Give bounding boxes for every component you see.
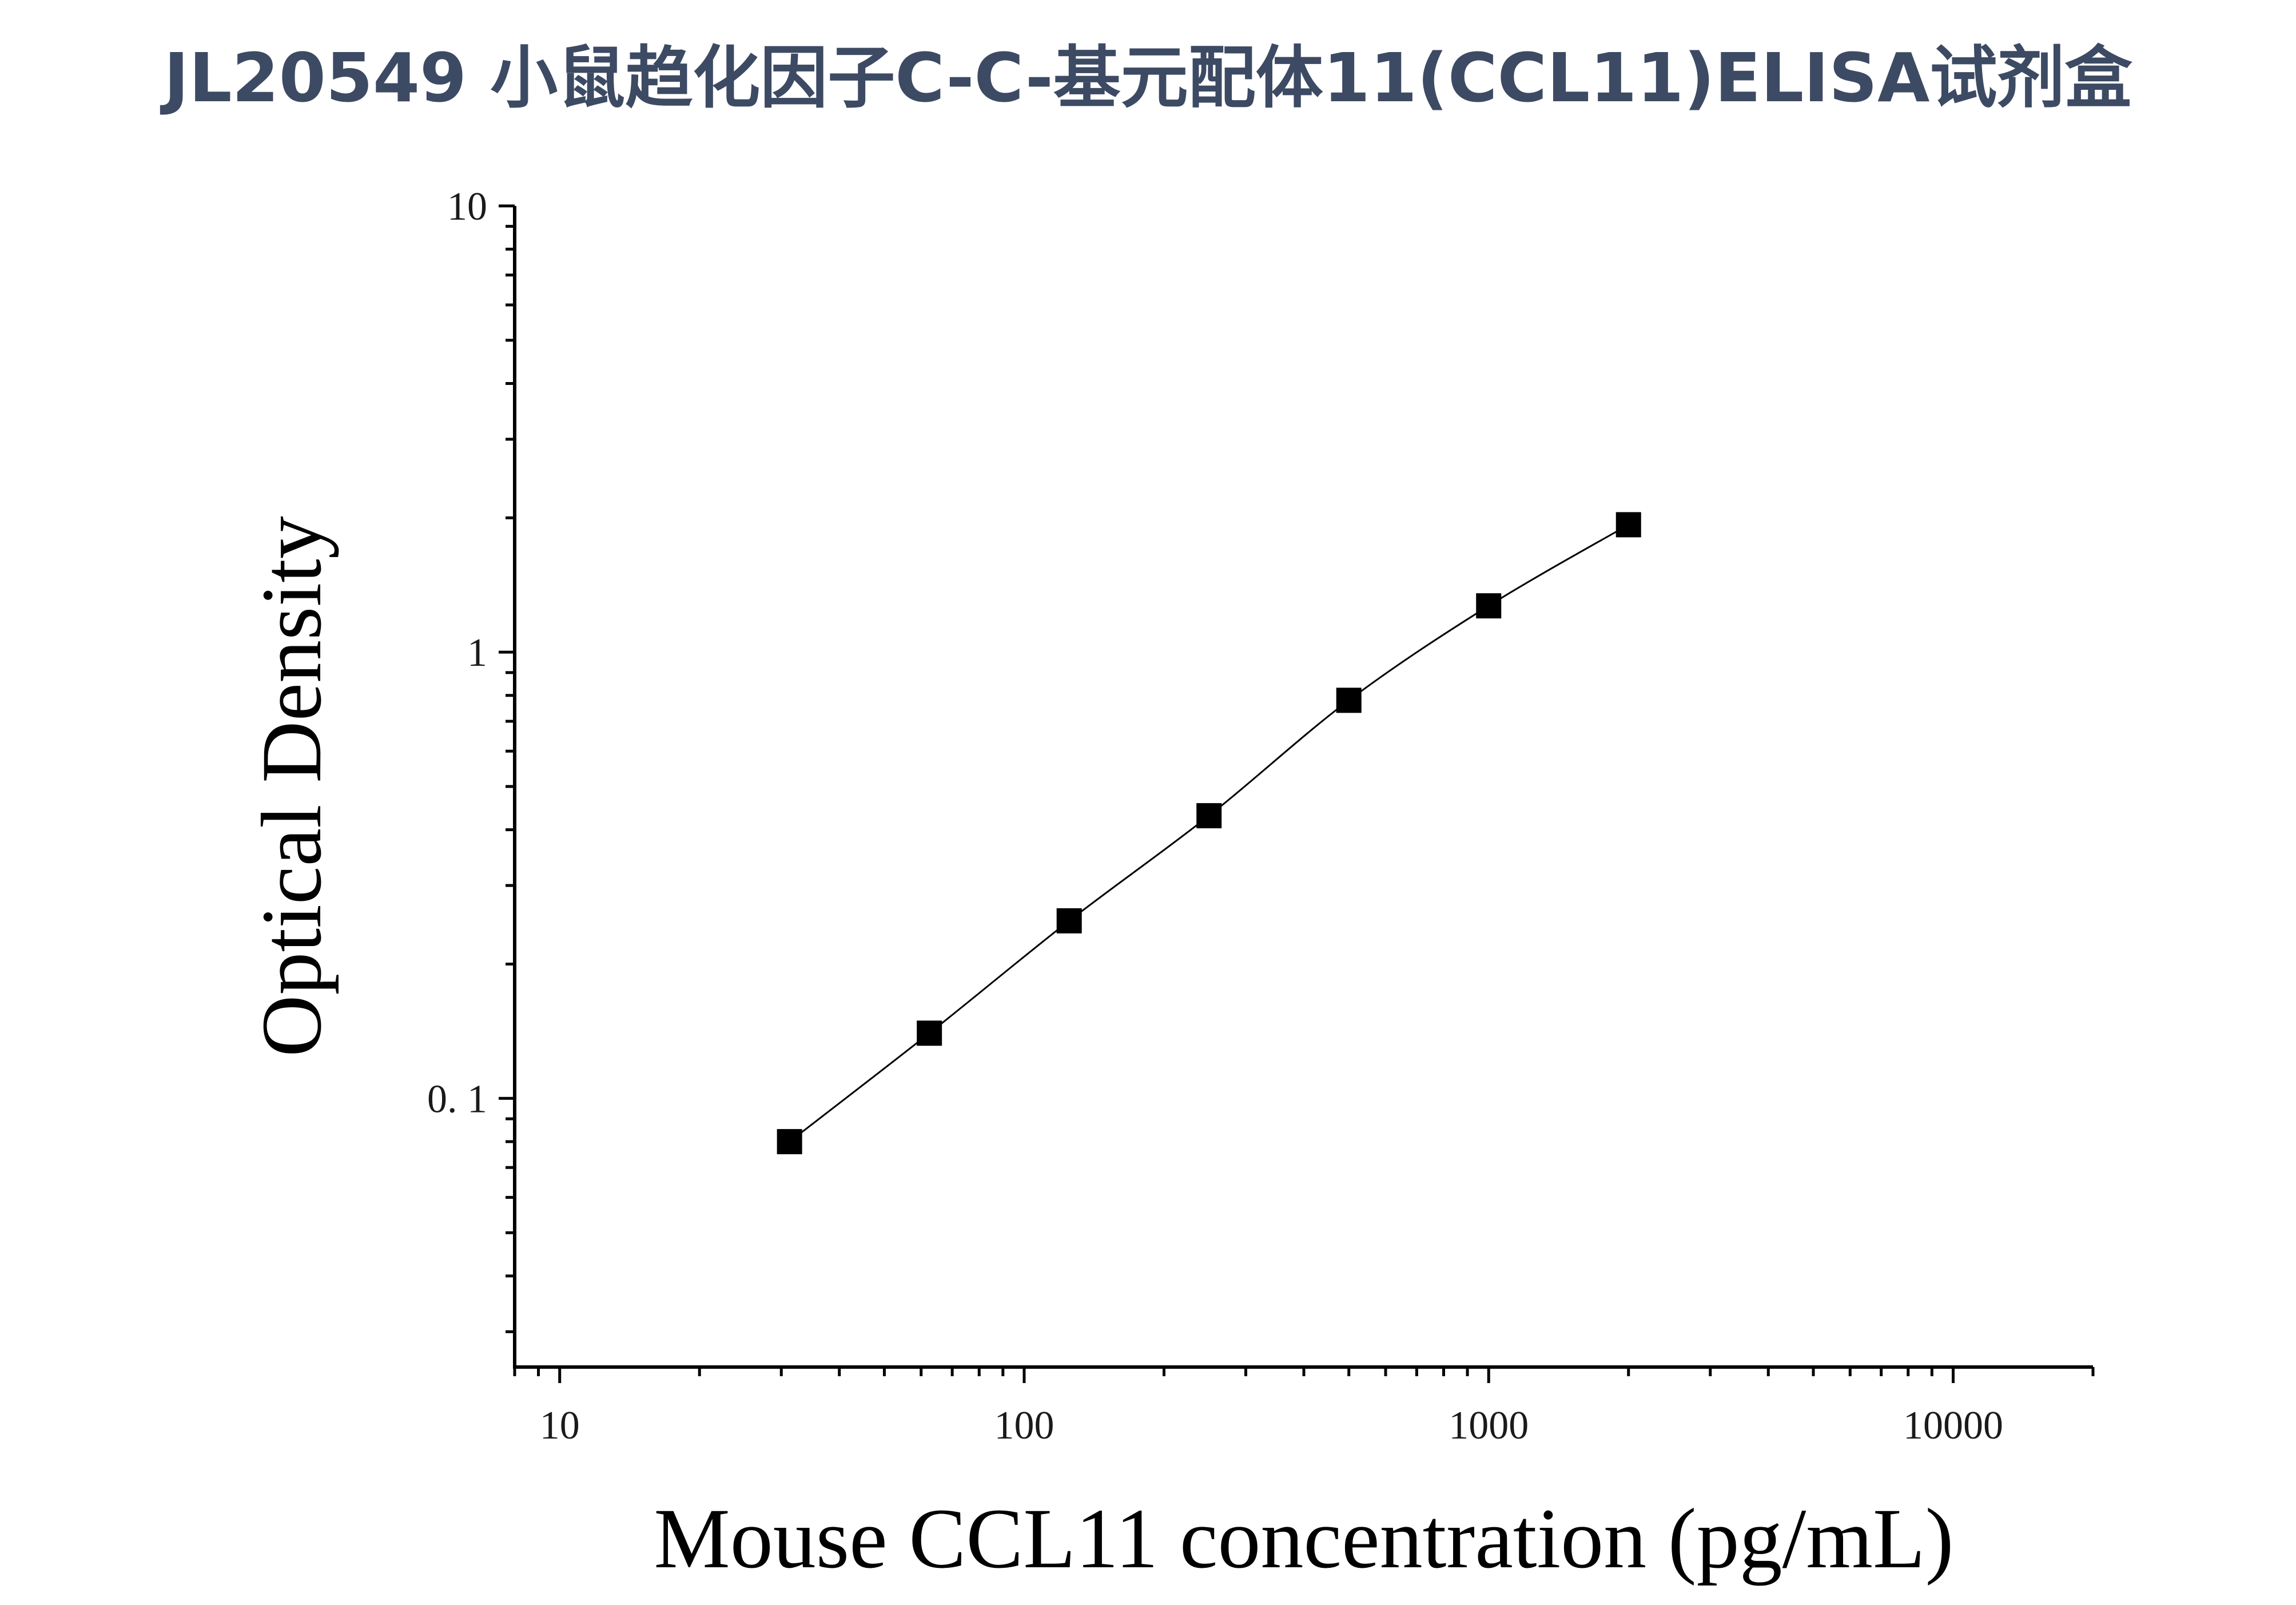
data-point xyxy=(917,1020,942,1046)
data-point xyxy=(1056,908,1082,933)
data-point xyxy=(777,1129,802,1154)
data-points xyxy=(777,512,1641,1154)
x-tick-label: 10000 xyxy=(1903,1404,2003,1448)
axes xyxy=(499,204,2095,1383)
x-tick-label: 1000 xyxy=(1449,1404,1529,1448)
data-point xyxy=(1336,688,1362,713)
data-point xyxy=(1615,512,1641,538)
chart-title: JL20549 小鼠趋化因子C-C-基元配体11(CCL11)ELISA试剂盒 xyxy=(164,38,2132,117)
fit-curve-group xyxy=(789,524,1629,1143)
axis-labels: 0. 1 1 10 10 100 1000 10000 Mouse CCL11 concent… xyxy=(244,185,2003,1586)
y-tick-label: 0. 1 xyxy=(427,1077,487,1121)
x-tick-label: 100 xyxy=(994,1404,1054,1448)
y-tick-label: 1 xyxy=(467,631,487,675)
data-point xyxy=(1196,803,1222,829)
y-tick-label: 10 xyxy=(447,185,487,229)
data-point xyxy=(1476,593,1502,619)
fit-curve xyxy=(789,524,1629,1143)
y-axis-title: Optical Density xyxy=(244,516,339,1057)
x-axis-title: Mouse CCL11 concentration (pg/mL) xyxy=(654,1491,1953,1586)
x-tick-label: 10 xyxy=(540,1404,580,1448)
